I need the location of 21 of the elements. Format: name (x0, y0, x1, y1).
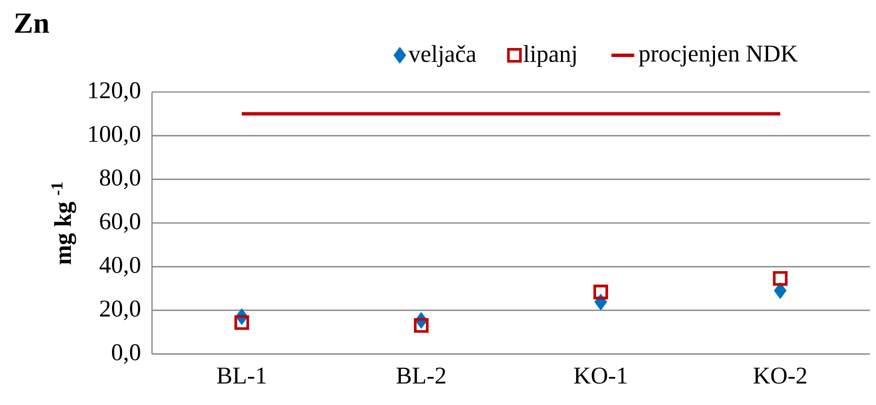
legend-label: veljača (408, 45, 476, 67)
point (774, 282, 787, 299)
point (234, 315, 250, 330)
y-tick-label: 0,0 (112, 344, 140, 364)
x-tick-label: BL-1 (217, 368, 266, 384)
y-tick-label: 80,0 (100, 170, 140, 190)
point (593, 284, 608, 300)
y-tick-label: 40,0 (100, 256, 140, 277)
x-tick-label: KO-2 (754, 368, 806, 384)
legend-label: procjenjen NDK (638, 46, 798, 67)
y-tick-label: 120,0 (89, 82, 140, 102)
y-tick-label: 60,0 (100, 213, 140, 233)
x-tick-label: BL-2 (396, 368, 446, 384)
point (772, 271, 788, 286)
y-tick-label: 100,0 (89, 126, 140, 146)
y-axis-title: mg kg $^{-1}$ (51, 182, 76, 264)
x-tick-label: KO-1 (574, 368, 627, 384)
legend-label: lipanj (524, 45, 576, 67)
chart-title: Zn (15, 14, 50, 33)
point (414, 318, 429, 333)
y-tick-label: 20,0 (100, 300, 140, 320)
